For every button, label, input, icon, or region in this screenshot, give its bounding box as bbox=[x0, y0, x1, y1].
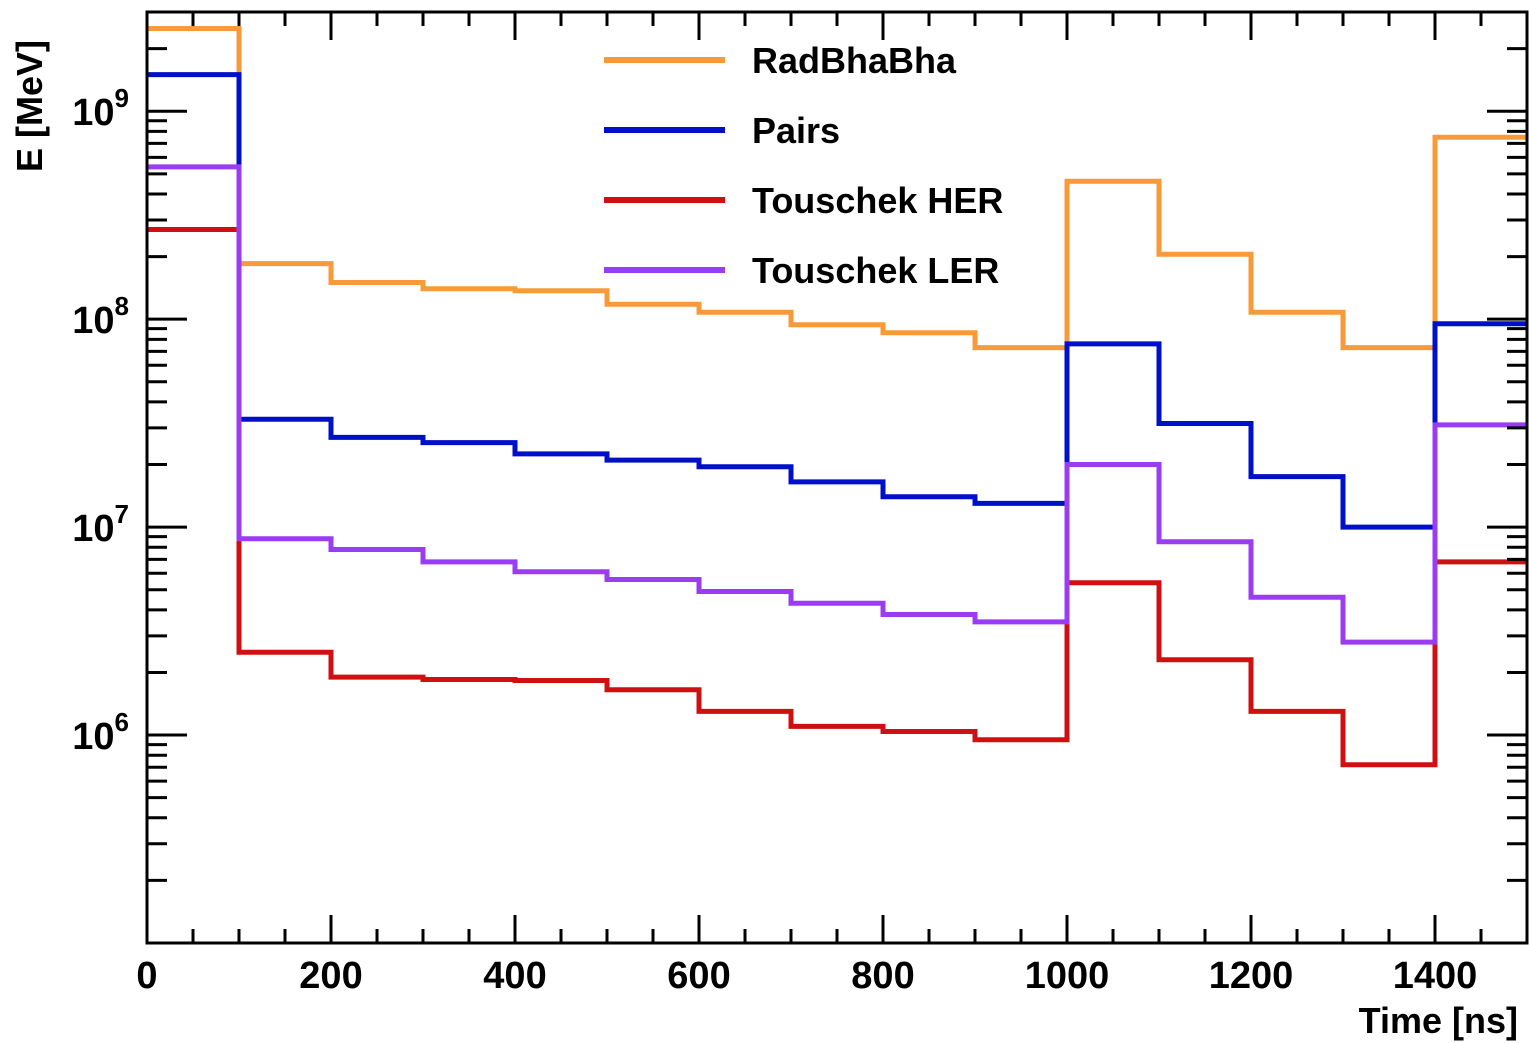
legend: RadBhaBha Pairs Touschek HER Touschek LER bbox=[604, 40, 1003, 291]
series-line-pairs bbox=[147, 72, 1527, 530]
x-tick-label: 1200 bbox=[1209, 955, 1294, 997]
plot-frame bbox=[145, 10, 1529, 945]
x-tick-label: 800 bbox=[851, 955, 914, 997]
x-tick-label: 0 bbox=[136, 955, 157, 997]
y-tick-label: 107 bbox=[72, 499, 129, 550]
series-layer bbox=[147, 26, 1527, 768]
x-tick-labels: 0 200 400 600 800 1000 1200 1400 bbox=[136, 955, 1477, 997]
y-tick-label: 108 bbox=[72, 291, 129, 342]
series-line-radbhabha bbox=[147, 26, 1527, 351]
legend-label: Touschek HER bbox=[752, 180, 1003, 221]
x-tick-label: 1000 bbox=[1025, 955, 1110, 997]
y-axis-title: E [MeV] bbox=[9, 40, 50, 172]
ticks-layer bbox=[145, 10, 1529, 945]
y-tick-label: 109 bbox=[72, 83, 129, 134]
series-line-touschek-ler bbox=[147, 164, 1527, 645]
legend-label: RadBhaBha bbox=[752, 40, 957, 81]
y-tick-label: 106 bbox=[72, 707, 129, 758]
x-axis-title: Time [ns] bbox=[1359, 1000, 1518, 1041]
x-tick-label: 200 bbox=[299, 955, 362, 997]
x-tick-label: 1400 bbox=[1393, 955, 1478, 997]
x-tick-label: 600 bbox=[667, 955, 730, 997]
y-tick-labels: 106 107 108 109 bbox=[72, 83, 129, 758]
legend-label: Touschek LER bbox=[752, 250, 999, 291]
series-line-touschek-her bbox=[147, 227, 1527, 768]
x-tick-label: 400 bbox=[483, 955, 546, 997]
legend-label: Pairs bbox=[752, 110, 840, 151]
